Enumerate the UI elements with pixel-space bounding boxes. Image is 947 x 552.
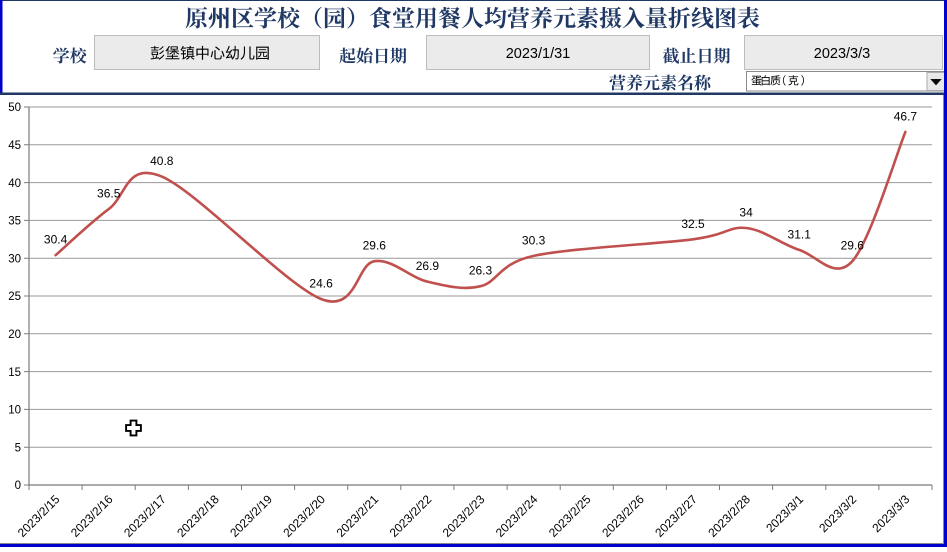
- svg-text:26.3: 26.3: [469, 264, 493, 278]
- svg-text:29.6: 29.6: [841, 239, 865, 253]
- svg-text:45: 45: [8, 140, 21, 152]
- svg-text:31.1: 31.1: [788, 227, 812, 241]
- svg-text:10: 10: [8, 405, 21, 417]
- svg-text:5: 5: [15, 442, 21, 454]
- svg-text:34: 34: [739, 206, 753, 220]
- svg-text:40.8: 40.8: [150, 154, 174, 168]
- svg-text:25: 25: [8, 291, 21, 303]
- svg-text:36.5: 36.5: [97, 187, 121, 201]
- svg-text:20: 20: [8, 329, 21, 341]
- svg-text:50: 50: [8, 102, 21, 114]
- svg-text:2023/3/3: 2023/3/3: [814, 46, 870, 62]
- svg-text:30.4: 30.4: [44, 233, 68, 247]
- svg-text:40: 40: [8, 178, 21, 190]
- svg-text:26.9: 26.9: [416, 259, 440, 273]
- svg-text:30: 30: [8, 253, 21, 265]
- svg-text:15: 15: [8, 367, 21, 379]
- svg-text:35: 35: [8, 216, 21, 228]
- svg-text:0: 0: [15, 480, 21, 492]
- svg-text:46.7: 46.7: [894, 109, 918, 123]
- svg-text:32.5: 32.5: [681, 217, 705, 231]
- svg-text:29.6: 29.6: [363, 239, 387, 253]
- svg-text:30.3: 30.3: [522, 233, 546, 247]
- svg-text:2023/1/31: 2023/1/31: [506, 46, 571, 62]
- svg-text:24.6: 24.6: [309, 277, 333, 291]
